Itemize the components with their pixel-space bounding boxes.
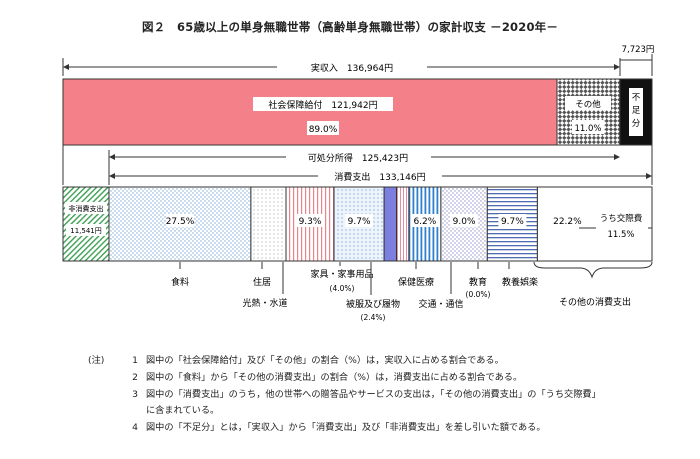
- label-furniture-pct: (4.0%): [330, 284, 355, 293]
- chart-title: 図２ 65歳以上の単身無職世帯（高齢単身無職世帯）の家計収支 －2020年－: [141, 20, 559, 34]
- segment-label-bg: [345, 214, 374, 227]
- social-security-pct: 89.0%: [309, 125, 338, 135]
- notes-head: (注): [88, 355, 105, 366]
- entertainment-sub-label: うち交際費: [600, 213, 643, 224]
- label-education-pct: (0.0%): [466, 290, 491, 299]
- bar-other-income: [556, 78, 621, 146]
- note-3: 3 図中の「消費支出」のうち，他の世帯への贈答品やサービスの支出は，「その他の消…: [88, 386, 688, 403]
- note-4: 4 図中の「不足分」とは，「実収入」から「消費支出」及び「非消費支出」を差し引い…: [88, 419, 688, 436]
- expenditure-segment: [250, 186, 287, 262]
- expenditure-segment: [383, 186, 398, 262]
- non-consumption-value: 11,541円: [70, 227, 102, 235]
- label-clothing-pct: (2.4%): [361, 313, 386, 322]
- shortfall-value-label: 7,723円: [622, 45, 655, 55]
- segment-pct-label: 9.7%: [348, 217, 371, 227]
- label-clothing: 被服及び履物: [346, 298, 400, 310]
- label-transport: 交通・通信: [418, 298, 463, 310]
- expenditure-segment: [486, 186, 538, 262]
- segment-pct-label: 22.2%: [553, 217, 582, 227]
- segment-pct-label: 9.7%: [501, 217, 524, 227]
- note-num: 2: [132, 372, 138, 383]
- shortfall-label: 不足分: [632, 93, 641, 129]
- segment-label-bg: [498, 214, 527, 227]
- label-culture: 教養娯楽: [502, 276, 538, 288]
- other-income-pct: 11.0%: [574, 124, 601, 134]
- category-labels: 食料 住居 光熱・水道 家具・家事用品 (4.0%) 被服及び履物 (2.4%)…: [171, 261, 653, 322]
- label-housing: 住居: [253, 276, 271, 288]
- segment-label-bg: [553, 214, 582, 227]
- segment-pct-label: 9.3%: [299, 217, 322, 227]
- segment-label-bg: [450, 214, 479, 227]
- segment-pct-label: 9.0%: [453, 217, 476, 227]
- note-num: 4: [132, 422, 138, 433]
- note-1: (注) 1 図中の「社会保障給付」及び「その他」の割合（%）は，実収入に占める割…: [88, 352, 688, 369]
- label-furniture: 家具・家事用品: [310, 268, 373, 280]
- footnotes: (注) 1 図中の「社会保障給付」及び「その他」の割合（%）は，実収入に占める割…: [88, 352, 688, 436]
- segment-label-bg: [166, 214, 194, 227]
- social-security-label: 社会保障給付 121,942円: [268, 99, 377, 111]
- segment-pct-label: 6.2%: [413, 217, 436, 227]
- segment-pct-label: 27.5%: [166, 217, 195, 227]
- income-bracket: 実収入 136,964円 7,723円: [62, 45, 655, 76]
- consumption-total-label: 消費支出 133,146円: [334, 171, 425, 183]
- note-3-continued: に含まれている。: [146, 405, 220, 416]
- expenditure-bar: 非消費支出 11,541円 27.5% 9.3% 9.7% 6.2% 9.0% 9.7% 2…: [62, 186, 653, 262]
- label-utilities: 光熱・水道: [242, 297, 287, 309]
- segment-label-bg: [296, 214, 324, 227]
- bar-social-security: [62, 78, 558, 146]
- label-health: 保健医療: [398, 276, 434, 288]
- note-text: 図中の「不足分」とは，「実収入」から「消費支出」及び「非消費支出」を差し引いた額…: [146, 422, 546, 433]
- income-total-label: 実収入 136,964円: [311, 62, 393, 74]
- note-num: 3: [132, 389, 138, 400]
- note-num: 1: [132, 355, 138, 366]
- label-education: 教育: [469, 276, 487, 288]
- entertainment-sub-pct: 11.5%: [607, 230, 634, 240]
- other-income-label: その他: [575, 99, 601, 110]
- label-food: 食料: [171, 276, 189, 288]
- note-text: 図中の「消費支出」のうち，他の世帯への贈答品やサービスの支出は，「その他の消費支…: [146, 389, 601, 400]
- note-text: 図中の「社会保障給付」及び「その他」の割合（%）は，実収入に占める割合である。: [146, 355, 504, 366]
- note-text: 図中の「食料」から「その他の消費支出」の割合（%）は，消費支出に占める割合である…: [146, 372, 523, 383]
- expenditure-segment: [396, 186, 410, 262]
- note-2: 2 図中の「食料」から「その他の消費支出」の割合（%）は，消費支出に占める割合で…: [88, 369, 688, 386]
- income-bar: 社会保障給付 121,942円 89.0% その他 11.0% 不足分: [62, 78, 653, 146]
- segment-label-bg: [410, 214, 439, 227]
- other-expenses-brace: [533, 261, 653, 279]
- non-consumption-label: 非消費支出: [69, 204, 104, 213]
- label-other-expenses: その他の消費支出: [559, 296, 631, 308]
- disposable-income-label: 可処分所得 125,423円: [308, 152, 408, 164]
- disposable-income-bracket: 可処分所得 125,423円: [62, 145, 620, 185]
- consumption-bracket: 消費支出 133,146円: [109, 145, 653, 185]
